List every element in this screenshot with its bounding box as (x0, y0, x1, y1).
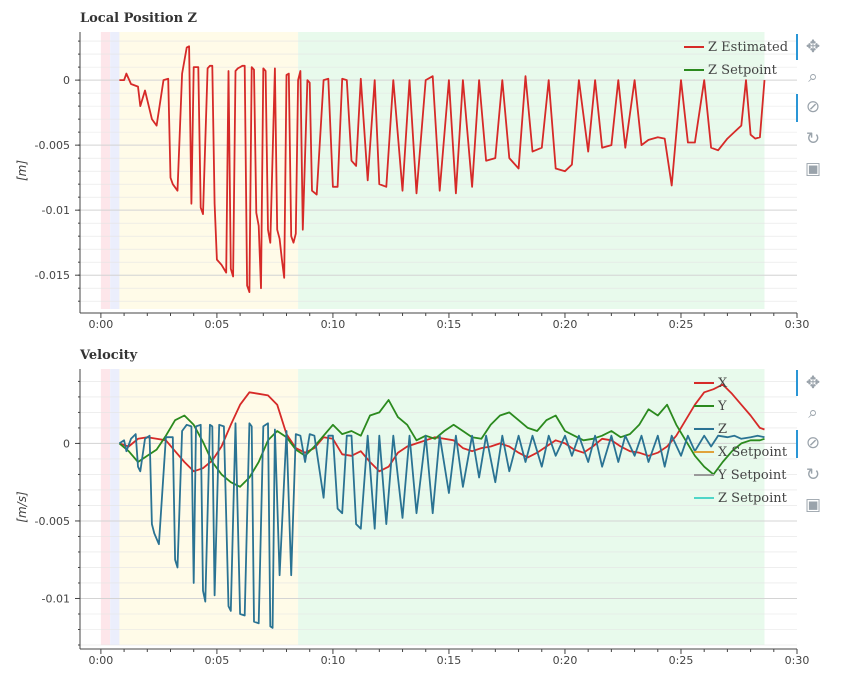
y-axis-label: [m] (15, 160, 29, 181)
box-zoom-icon[interactable]: ⌕ (808, 403, 818, 423)
legend-label: Z (718, 422, 727, 437)
phase-band (119, 32, 299, 309)
phase-band (298, 369, 765, 645)
y-tick-label: -0.005 (35, 515, 70, 528)
x-tick-label: 0:15 (437, 654, 462, 667)
velocity-chart[interactable]: 0 -0.005 -0.01 0:00 0:05 0:10 0:15 0:20 0:25 0:30… (0, 337, 849, 673)
wheel-zoom-icon[interactable]: ⊘ (805, 97, 821, 117)
legend-label: Z Setpoint (718, 491, 788, 506)
pan-icon[interactable]: ✥ (805, 37, 821, 57)
chart-toolbar: ✥ ⌕ ⊘ ↻ ▣ (796, 370, 828, 520)
y-tick-label: -0.015 (35, 269, 70, 282)
chart-title: Velocity (80, 348, 138, 363)
y-tick-label: 0 (63, 74, 70, 87)
x-tick-label: 0:10 (321, 654, 346, 667)
legend-label: Z Estimated (708, 40, 788, 55)
phase-band (110, 369, 120, 645)
y-tick-label: -0.01 (42, 592, 70, 605)
toolbar-active-indicator (796, 34, 798, 60)
phase-band (110, 32, 120, 309)
series-line-z (118, 422, 765, 629)
toolbar-active-indicator (796, 370, 798, 396)
x-tick-label: 0:30 (785, 654, 810, 667)
x-tick-label: 0:00 (89, 654, 114, 667)
y-tick-label: 0 (63, 437, 70, 450)
x-tick-label: 0:25 (669, 654, 694, 667)
toolbar-active-indicator (796, 430, 798, 458)
save-icon[interactable]: ▣ (804, 495, 822, 515)
legend-label: X Setpoint (718, 445, 788, 460)
chart-toolbar: ✥ ⌕ ⊘ ↻ ▣ (796, 34, 828, 184)
x-tick-label: 0:30 (785, 318, 810, 331)
chart-title: Local Position Z (80, 11, 198, 26)
series-line-y (118, 399, 765, 488)
phase-band (100, 369, 111, 645)
phase-band (119, 369, 299, 645)
wheel-zoom-icon[interactable]: ⊘ (805, 433, 821, 453)
y-tick-label: -0.01 (42, 204, 70, 217)
y-axis-label: [m/s] (15, 491, 29, 523)
x-tick-label: 0:25 (669, 318, 694, 331)
save-icon[interactable]: ▣ (804, 159, 822, 179)
series-line-z-estimated (119, 45, 766, 293)
legend-label: Y (717, 399, 727, 414)
x-tick-label: 0:20 (553, 654, 578, 667)
phase-band (100, 32, 111, 309)
y-tick-label: -0.005 (35, 139, 70, 152)
x-tick-label: 0:00 (89, 318, 114, 331)
legend-label: X (718, 376, 728, 391)
box-zoom-icon[interactable]: ⌕ (808, 67, 818, 87)
pan-icon[interactable]: ✥ (805, 373, 821, 393)
legend-label: Y Setpoint (717, 468, 787, 483)
x-tick-label: 0:10 (321, 318, 346, 331)
toolbar-active-indicator (796, 94, 798, 122)
velocity-panel: Velocity 0 -0.005 -0.01 0:00 0:05 0:10 0:15 0:2… (0, 337, 849, 673)
x-tick-label: 0:05 (205, 318, 230, 331)
reset-icon[interactable]: ↻ (805, 129, 821, 149)
position-z-panel: Local Position Z 0 -0.005 -0.01 -0.015 0:00 0… (0, 0, 849, 337)
reset-icon[interactable]: ↻ (805, 465, 821, 485)
legend-label: Z Setpoint (708, 63, 778, 78)
position-z-chart[interactable]: 0 -0.005 -0.01 -0.015 0:00 0:05 0:10 0:15 0:20 0:… (0, 0, 849, 337)
x-tick-label: 0:15 (437, 318, 462, 331)
x-tick-label: 0:05 (205, 654, 230, 667)
x-tick-label: 0:20 (553, 318, 578, 331)
phase-band (298, 32, 765, 309)
